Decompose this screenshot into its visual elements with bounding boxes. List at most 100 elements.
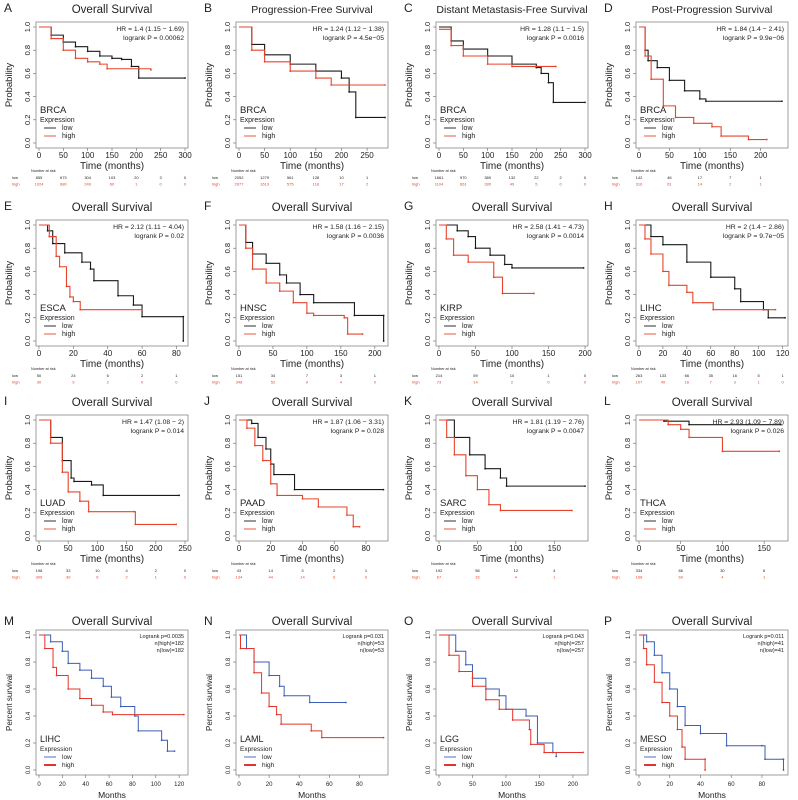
curve-point-low bbox=[782, 758, 785, 761]
curve-point-high bbox=[650, 253, 652, 255]
risk-row-label-low: low bbox=[412, 568, 418, 573]
risk-count-low: 0 bbox=[184, 568, 187, 573]
y-tick-label: 1.0 bbox=[423, 220, 432, 230]
y-tick-label: 0.8 bbox=[223, 438, 232, 448]
risk-table-header: Number at risk bbox=[31, 562, 56, 566]
curve-point-low bbox=[89, 268, 92, 270]
curve-point-high bbox=[352, 525, 355, 528]
y-tick-label: 0.2 bbox=[623, 115, 632, 125]
curve-point-low bbox=[63, 251, 66, 254]
curve-point-high bbox=[501, 292, 504, 295]
x-tick-label: 150 bbox=[334, 349, 348, 358]
curve-point-low bbox=[525, 715, 527, 717]
legend-cancer-type: HNSC bbox=[240, 303, 267, 314]
x-axis-label: Time (months) bbox=[80, 161, 144, 172]
y-tick-label: 0.2 bbox=[423, 508, 432, 518]
risk-count-low: 855 bbox=[36, 175, 43, 180]
y-tick-label: 0.2 bbox=[23, 508, 32, 518]
risk-count-high: 306 bbox=[36, 575, 43, 580]
chart-title: Overall Survival bbox=[672, 202, 753, 214]
curve-point-low bbox=[46, 229, 49, 232]
curve-point-high bbox=[662, 270, 664, 273]
risk-count-low: 12 bbox=[514, 568, 519, 573]
stat-annotation: n(low)=182 bbox=[157, 648, 184, 654]
y-tick-label: 0.2 bbox=[223, 508, 232, 518]
curve-point-high bbox=[554, 65, 557, 68]
survival-curve-high bbox=[239, 419, 360, 528]
curve-point-high bbox=[49, 442, 52, 445]
survival-plot: G Overall Survival 0.0 0.2 0.4 0.6 0.8 1.0 Proba… bbox=[404, 199, 592, 385]
risk-count-high: 6 bbox=[96, 575, 99, 580]
x-tick-label: 0 bbox=[437, 151, 442, 160]
panel-b: B Progression-Free Survival 0.0 0.2 0.4 0.6 0.… bbox=[200, 0, 399, 195]
x-axis-label: Time (months) bbox=[480, 359, 544, 370]
legend-cancer-type: LIHC bbox=[40, 734, 61, 744]
y-tick-label: 1.0 bbox=[423, 415, 432, 425]
y-tick-label: 0.4 bbox=[23, 484, 32, 494]
y-axis-label: Probability bbox=[4, 456, 15, 501]
panel-k: K Overall Survival 0.0 0.2 0.4 0.6 0.8 1.0 Proba… bbox=[400, 393, 599, 588]
y-axis-label: Percent survival bbox=[605, 674, 614, 731]
x-tick-label: 20 bbox=[266, 782, 273, 788]
y-axis-label: Probability bbox=[204, 63, 215, 108]
curve-point-high bbox=[65, 285, 68, 288]
curve-point-high bbox=[50, 37, 53, 40]
risk-count-high: 2 bbox=[107, 380, 110, 385]
y-tick-label: 0.6 bbox=[623, 266, 632, 276]
curve-point-high bbox=[492, 276, 495, 279]
y-tick-label: 1.0 bbox=[626, 630, 632, 639]
y-tick-label: 0.2 bbox=[223, 313, 232, 323]
risk-count-high: 60 bbox=[678, 575, 683, 580]
curve-point-low bbox=[685, 261, 688, 264]
curve-point-low bbox=[779, 423, 782, 426]
chart-title: Overall Survival bbox=[272, 397, 353, 409]
risk-row-label-low: low bbox=[12, 175, 18, 180]
curve-point-high bbox=[250, 49, 253, 52]
curve-point-low bbox=[70, 477, 73, 479]
curve-point-low bbox=[102, 494, 105, 497]
legend-label-low: low bbox=[62, 125, 73, 132]
curve-point-high bbox=[712, 308, 715, 311]
x-axis-label: Time (months) bbox=[680, 554, 744, 565]
risk-table-header: Number at risk bbox=[31, 169, 56, 173]
x-axis-label: Time (months) bbox=[280, 359, 344, 370]
x-axis-label: Time (months) bbox=[280, 161, 344, 172]
curve-point-low bbox=[656, 66, 659, 69]
x-tick-label: 100 bbox=[81, 151, 95, 160]
curve-point-low bbox=[173, 750, 176, 752]
survival-curve-high bbox=[39, 26, 152, 70]
panel-g: G Overall Survival 0.0 0.2 0.4 0.6 0.8 1.0 Proba… bbox=[400, 198, 599, 393]
risk-count-low: 2 bbox=[560, 175, 563, 180]
chart-title: Overall Survival bbox=[72, 4, 153, 16]
survival-curve-low bbox=[39, 26, 185, 79]
curve-point-high bbox=[676, 728, 679, 731]
risk-count-high: 14 bbox=[300, 575, 305, 580]
y-axis-label: Percent survival bbox=[205, 674, 214, 731]
survival-curve-high bbox=[39, 224, 143, 311]
curve-point-low bbox=[536, 742, 539, 744]
panel-letter: F bbox=[204, 199, 211, 213]
x-tick-label: 100 bbox=[501, 782, 512, 788]
stat-annotation: Logrank p=0.043 bbox=[543, 634, 584, 640]
legend-title: Expression bbox=[240, 746, 273, 753]
risk-count-low: 7 bbox=[729, 175, 732, 180]
risk-count-low: 1270 bbox=[260, 175, 270, 180]
curve-point-high bbox=[650, 78, 653, 81]
x-tick-label: 0 bbox=[437, 349, 442, 358]
y-tick-label: 1.0 bbox=[23, 22, 32, 32]
y-tick-label: 0.6 bbox=[23, 266, 32, 276]
curve-point-low bbox=[499, 477, 502, 479]
panel-letter: D bbox=[604, 1, 613, 15]
risk-count-low: 133 bbox=[660, 373, 667, 378]
curve-point-high bbox=[320, 736, 323, 739]
curve-point-high bbox=[528, 728, 531, 731]
risk-count-high: 9 bbox=[306, 380, 309, 385]
survival-plot: O Overall Survival 0.0 0.2 0.4 0.6 0.8 1.0 Perce… bbox=[404, 614, 589, 800]
curve-point-low bbox=[120, 58, 123, 61]
y-tick-label: 0.6 bbox=[423, 461, 432, 471]
risk-count-high: 1 bbox=[758, 380, 761, 385]
legend-label-high: high bbox=[62, 762, 75, 769]
stat-annotation: Logrank p=0.011 bbox=[743, 634, 784, 640]
risk-count-high: 73 bbox=[437, 380, 442, 385]
risk-count-low: 1 bbox=[374, 373, 377, 378]
